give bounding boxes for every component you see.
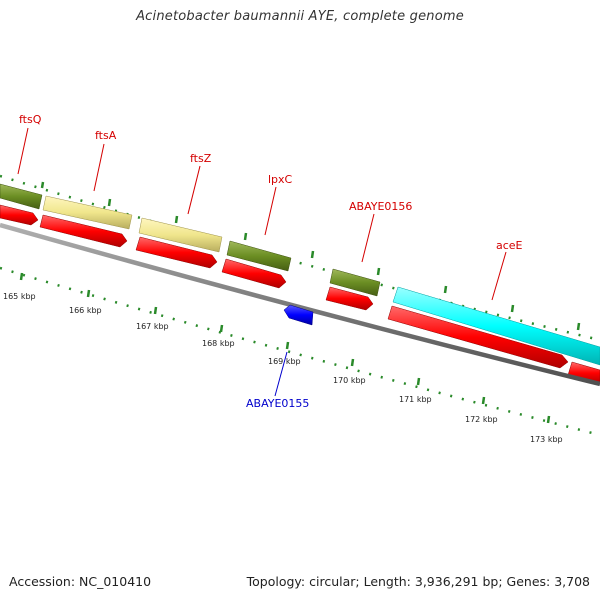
- gene-label-aceE: aceE: [496, 239, 523, 252]
- outer-tick-ring: [0, 174, 600, 342]
- ruler-label-172: 172 kbp: [465, 415, 498, 424]
- feature-ftsA-outer: [42, 195, 133, 230]
- feature-ABAYE0156-outer: [329, 268, 381, 297]
- outer-feature-row: [0, 183, 600, 366]
- inner-ruler-ring: [0, 266, 600, 437]
- feature-lpxC-outer: [226, 240, 292, 272]
- gene-label-ftsA: ftsA: [95, 129, 117, 142]
- feature-ftsZ-outer: [138, 217, 223, 253]
- leader-aceE: [491, 251, 507, 301]
- leader-ftsA: [93, 143, 105, 192]
- leader-ftsQ: [17, 127, 29, 175]
- ruler-label-167: 167 kbp: [136, 322, 169, 331]
- cds-ABAYE0155: [283, 304, 314, 326]
- cds-aceE: [387, 305, 569, 369]
- genome-summary-text: Topology: circular; Length: 3,936,291 bp…: [246, 574, 590, 589]
- leader-lpxC: [264, 186, 277, 236]
- gene-label-lpxC: lpxC: [268, 173, 293, 186]
- cds-lpxC: [221, 258, 287, 289]
- ruler-label-168: 168 kbp: [202, 339, 235, 348]
- cds-next: [567, 361, 600, 385]
- label-leader-lines: [17, 127, 507, 397]
- gene-label-ftsZ: ftsZ: [190, 152, 212, 165]
- ruler-label-170: 170 kbp: [333, 376, 366, 385]
- leader-ABAYE0155: [274, 351, 288, 397]
- gene-label-ftsQ: ftsQ: [19, 113, 42, 126]
- gene-label-ABAYE0155: ABAYE0155: [246, 397, 309, 410]
- cds-ftsQ: [0, 204, 39, 226]
- accession-text: Accession: NC_010410: [9, 574, 152, 589]
- ruler-label-173: 173 kbp: [530, 435, 563, 444]
- cds-ftsZ: [135, 236, 218, 269]
- ruler-label-166: 166 kbp: [69, 306, 102, 315]
- map-title: Acinetobacter baumannii AYE, complete ge…: [136, 9, 464, 24]
- feature-ftsQ-outer: [0, 183, 43, 210]
- gene-labels: ftsQ ftsA ftsZ lpxC ABAYE0156 aceE ABAYE…: [19, 113, 523, 410]
- cds-ftsA: [39, 214, 128, 248]
- ruler-label-171: 171 kbp: [399, 395, 432, 404]
- ruler-label-165: 165 kbp: [3, 292, 36, 301]
- leader-ftsZ: [187, 165, 201, 215]
- feature-aceE-outer: [392, 286, 600, 366]
- forward-cds-row: [0, 204, 600, 385]
- cds-ABAYE0156: [325, 286, 374, 311]
- gene-label-ABAYE0156: ABAYE0156: [349, 200, 412, 213]
- leader-ABAYE0156: [361, 213, 375, 263]
- genome-backbone: [0, 222, 600, 387]
